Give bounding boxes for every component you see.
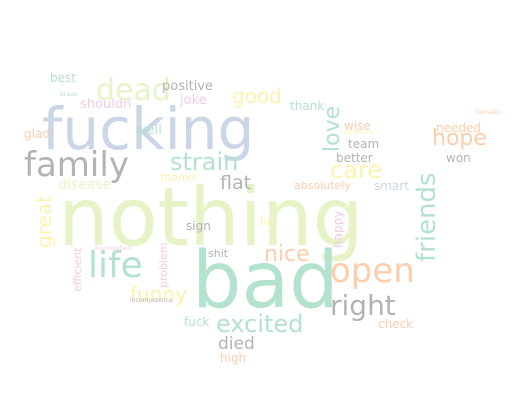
word-team: team xyxy=(348,137,380,151)
word-open: open xyxy=(330,251,415,291)
word-love: love xyxy=(320,105,345,152)
word-shit: shit xyxy=(208,247,229,260)
word-hope: hope xyxy=(432,126,487,151)
word-fuck: fuck xyxy=(184,315,210,329)
word-care: care xyxy=(330,156,383,184)
word-absolutely: absolutely xyxy=(294,179,351,192)
word-glad: glad xyxy=(24,127,50,141)
word-strain: strain xyxy=(170,148,239,176)
word-won: won xyxy=(446,151,471,165)
word-disease: disease xyxy=(58,177,112,193)
word-brave: brave xyxy=(60,91,78,98)
word-shouldn: shouldn xyxy=(80,97,132,112)
word-incompetence: incompetence xyxy=(130,297,173,304)
word-fucking: fucking xyxy=(42,95,255,163)
word-excited: excited xyxy=(216,310,304,338)
word-high: high xyxy=(220,351,247,365)
word-tiny-2: wonderful xyxy=(344,129,374,136)
word-nice: nice xyxy=(264,242,310,267)
word-flat: flat xyxy=(220,172,252,194)
word-happy: happy xyxy=(331,210,345,248)
word-funny: funny xyxy=(130,282,187,306)
word-life: life xyxy=(88,245,143,286)
word-better: better xyxy=(336,151,373,165)
word-good: good xyxy=(232,84,282,108)
word-great: great xyxy=(32,195,56,248)
word-wise: wise xyxy=(344,119,371,133)
word-best: best xyxy=(50,71,76,85)
word-family: family xyxy=(24,145,129,185)
word-nothing: nothing xyxy=(58,171,364,264)
word-positive: positive xyxy=(162,79,213,94)
word-lie: lie xyxy=(260,215,275,229)
word-incompetent: incompetent xyxy=(94,245,132,252)
word-right: right xyxy=(330,289,396,322)
word-problem: problem xyxy=(157,242,170,288)
word-died: died xyxy=(218,334,255,354)
word-smart: smart xyxy=(374,179,409,193)
word-needed: needed xyxy=(436,121,481,135)
word-well: well xyxy=(136,123,162,138)
word-tiny-1: fantastic xyxy=(476,109,503,116)
word-thanks: thanks xyxy=(160,171,198,184)
word-sign: sign xyxy=(186,219,211,233)
word-thank: thank xyxy=(290,99,325,113)
word-joke: joke xyxy=(180,93,207,108)
word-check: check xyxy=(378,317,414,331)
word-efficient: efficient xyxy=(71,247,84,292)
word-friends: friends xyxy=(412,172,442,262)
word-bad: bad xyxy=(192,236,339,326)
word-dead: dead xyxy=(96,73,171,108)
